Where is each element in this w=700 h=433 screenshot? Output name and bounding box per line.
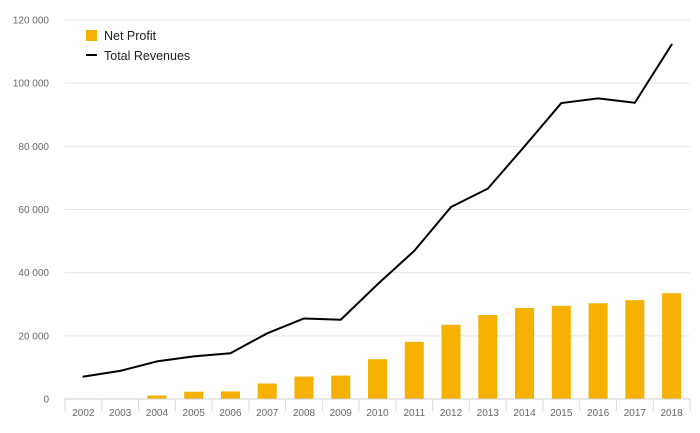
x-tick-label: 2015 [550,408,573,419]
legend: Net Profit Total Revenues [86,29,190,63]
legend-label-net-profit: Net Profit [104,29,157,43]
axes: 0 20 000 40 000 60 000 80 000 100 000 120 000 2… [13,16,691,419]
bar-net-profit [331,375,351,399]
line-total-revenues [82,43,673,378]
bar-net-profit [441,324,461,399]
bar-net-profit [257,383,277,399]
x-tick-label: 2014 [513,408,536,419]
bar-net-profit [551,305,571,399]
bar-net-profit [662,293,682,399]
x-tick-label: 2004 [146,408,169,419]
x-tick-label: 2011 [404,408,426,419]
bar-net-profit [147,395,167,399]
y-tick-label: 0 [43,395,49,406]
x-tick-label: 2009 [330,408,353,419]
x-tick-label: 2006 [219,408,242,419]
x-tick-label: 2007 [256,408,279,419]
x-tick-label: 2003 [109,408,132,419]
legend-swatch-net-profit [86,30,97,41]
x-tick-label: 2010 [366,408,389,419]
y-tick-label: 100 000 [13,79,50,90]
gridlines [65,19,690,337]
y-tick-label: 40 000 [18,268,49,279]
x-tick-label: 2008 [293,408,316,419]
bar-net-profit [368,359,387,399]
y-tick-label: 80 000 [18,142,49,153]
bar-net-profit [588,303,608,399]
bar-net-profit [220,391,240,399]
x-tick-label: 2012 [440,408,463,419]
x-tick-label: 2016 [587,408,610,419]
bar-net-profit [184,391,204,399]
bar-net-profit [625,300,645,399]
bar-net-profit [404,341,424,399]
legend-label-total-revenues: Total Revenues [104,49,190,63]
x-tick-label: 2002 [72,408,95,419]
x-tick-label: 2013 [477,408,500,419]
x-tick-label: 2018 [660,408,683,419]
bar-net-profit [478,314,498,399]
bar-net-profit [294,376,314,399]
bars [147,293,682,399]
x-tick-label: 2005 [183,408,206,419]
x-tick-label: 2017 [624,408,647,419]
y-tick-label: 60 000 [18,205,49,216]
y-tick-label: 20 000 [18,331,49,342]
line-series [82,43,673,378]
y-tick-label: 120 000 [13,16,50,27]
bar-net-profit [515,308,535,399]
